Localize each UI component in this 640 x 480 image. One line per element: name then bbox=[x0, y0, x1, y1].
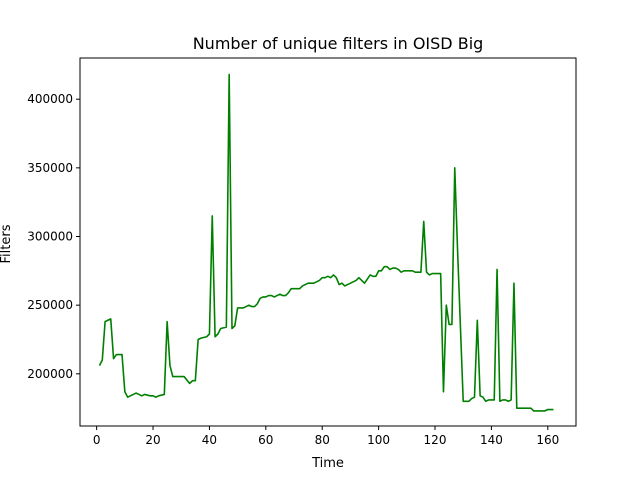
x-tick-label: 100 bbox=[367, 433, 390, 447]
x-tick-label: 80 bbox=[315, 433, 330, 447]
series-line-0 bbox=[98, 73, 554, 412]
x-tick-label: 40 bbox=[202, 433, 217, 447]
y-tick-label: 250000 bbox=[27, 298, 73, 312]
y-axis-label: Filters bbox=[0, 224, 14, 263]
x-tick-label: 160 bbox=[536, 433, 559, 447]
x-tick-label: 0 bbox=[93, 433, 101, 447]
x-tick-label: 120 bbox=[424, 433, 447, 447]
y-tick-label: 200000 bbox=[27, 367, 73, 381]
x-axis-label: Time bbox=[311, 456, 344, 471]
plot-frame bbox=[79, 57, 577, 427]
y-tick-label: 300000 bbox=[27, 230, 73, 244]
chart-title: Number of unique filters in OISD Big bbox=[193, 34, 484, 53]
y-tick-label: 350000 bbox=[27, 161, 73, 175]
x-tick-label: 20 bbox=[145, 433, 160, 447]
x-tick-label: 140 bbox=[480, 433, 503, 447]
plot-area: 0 20 40 60 80 100 120 140 160 200000 250000 300000 3… bbox=[27, 57, 577, 447]
y-tick-label: 400000 bbox=[27, 92, 73, 106]
x-tick-label: 60 bbox=[258, 433, 273, 447]
